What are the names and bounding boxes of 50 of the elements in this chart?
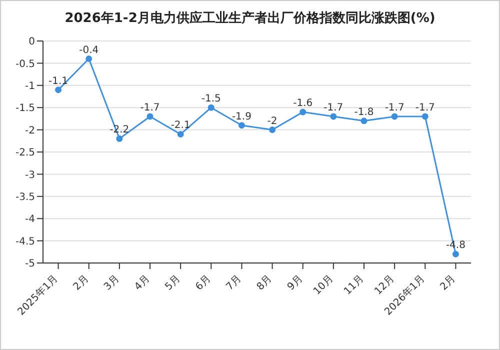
data-label: -2 (267, 116, 278, 127)
point (146, 113, 154, 120)
x-tick-label: 2月 (72, 273, 91, 293)
data-label: -1.7 (415, 102, 435, 114)
point (86, 56, 92, 62)
point (269, 126, 276, 134)
x-tick-label: 5月 (163, 273, 183, 293)
x-tick-label: 11月 (342, 273, 366, 298)
point (360, 118, 368, 124)
data-label: -1.5 (201, 94, 221, 105)
point (177, 130, 184, 138)
y-tick-label: -4 (25, 214, 35, 226)
x-tick-label: 3月 (102, 273, 122, 293)
x-tick-label: 7月 (224, 273, 244, 293)
point (116, 135, 123, 142)
data-label: -1.7 (140, 102, 160, 114)
x-tick-label: 10月 (312, 273, 336, 298)
point (391, 113, 398, 120)
x-tick-label: 9月 (286, 273, 305, 293)
y-tick-label: -2 (25, 125, 35, 136)
y-tick-label: -1 (25, 80, 35, 92)
x-tick-label: 4月 (132, 273, 152, 293)
point (208, 104, 214, 111)
x-tick-label: 2月 (438, 273, 458, 293)
y-tick-label: -2.5 (15, 148, 35, 159)
y-tick-label: -3 (25, 170, 35, 181)
data-label: -1.7 (384, 102, 404, 114)
y-tick-label: -5 (25, 258, 35, 270)
y-tick-label: -4.5 (15, 236, 35, 248)
point (238, 122, 245, 129)
data-label: -2.1 (170, 120, 190, 132)
x-tick-label: 12月 (372, 273, 397, 298)
point (300, 108, 306, 116)
point (330, 113, 337, 120)
y-tick-label: 0 (28, 36, 35, 48)
y-tick-label: -1.5 (15, 103, 35, 114)
chart-title: 2026年1-2月电力供应工业生产者出厂价格指数同比涨跌图(%) (64, 10, 436, 27)
y-tick-label: -0.5 (15, 58, 35, 70)
point (422, 113, 428, 120)
data-label: -1.8 (354, 106, 374, 118)
data-label: -0.4 (79, 44, 99, 56)
x-tick-label: 6月 (194, 273, 214, 293)
data-label: -1.1 (48, 76, 68, 87)
point (452, 250, 459, 258)
x-tick-label: 8月 (255, 273, 274, 293)
point (55, 86, 62, 94)
y-tick-label: -3.5 (15, 192, 35, 203)
data-label: -1.6 (293, 98, 313, 110)
data-label: -1.7 (324, 102, 344, 114)
data-label: -1.9 (232, 111, 252, 122)
